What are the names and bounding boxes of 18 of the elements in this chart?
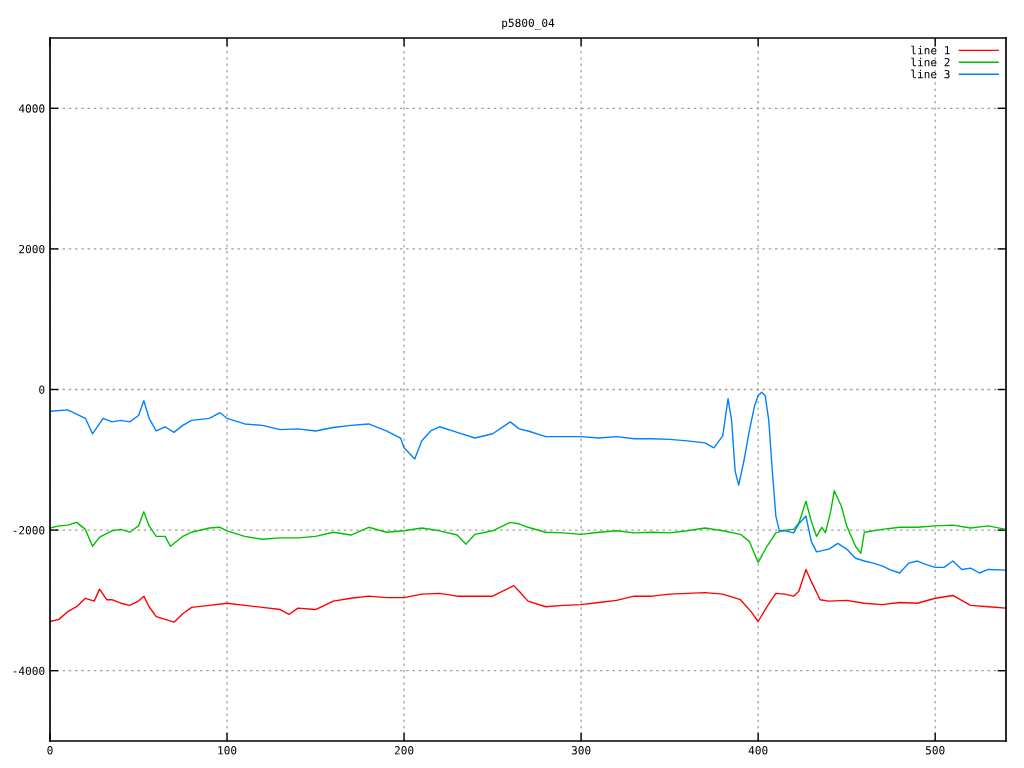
- x-tick-label: 0: [47, 746, 53, 755]
- x-tick-label: 200: [394, 746, 414, 755]
- x-tick-label: 400: [748, 746, 768, 755]
- y-tick-label: 2000: [19, 244, 45, 254]
- y-tick-label: -2000: [13, 526, 45, 535]
- legend-label: line 3: [911, 69, 950, 79]
- legend-label: line 2: [911, 57, 950, 67]
- line-series: [50, 391, 1006, 574]
- line-series: [50, 490, 1006, 564]
- x-tick-label: 300: [571, 746, 591, 755]
- x-tick-label: 100: [218, 746, 237, 755]
- x-tick-label: 500: [925, 746, 945, 755]
- y-tick-label: -4000: [13, 666, 45, 676]
- y-tick-label: 4000: [18, 104, 45, 113]
- y-tick-label: 0: [39, 385, 45, 394]
- chart-title: p5800_04: [502, 18, 555, 30]
- legend-label: line 1: [911, 45, 950, 55]
- line-series: [50, 568, 1006, 623]
